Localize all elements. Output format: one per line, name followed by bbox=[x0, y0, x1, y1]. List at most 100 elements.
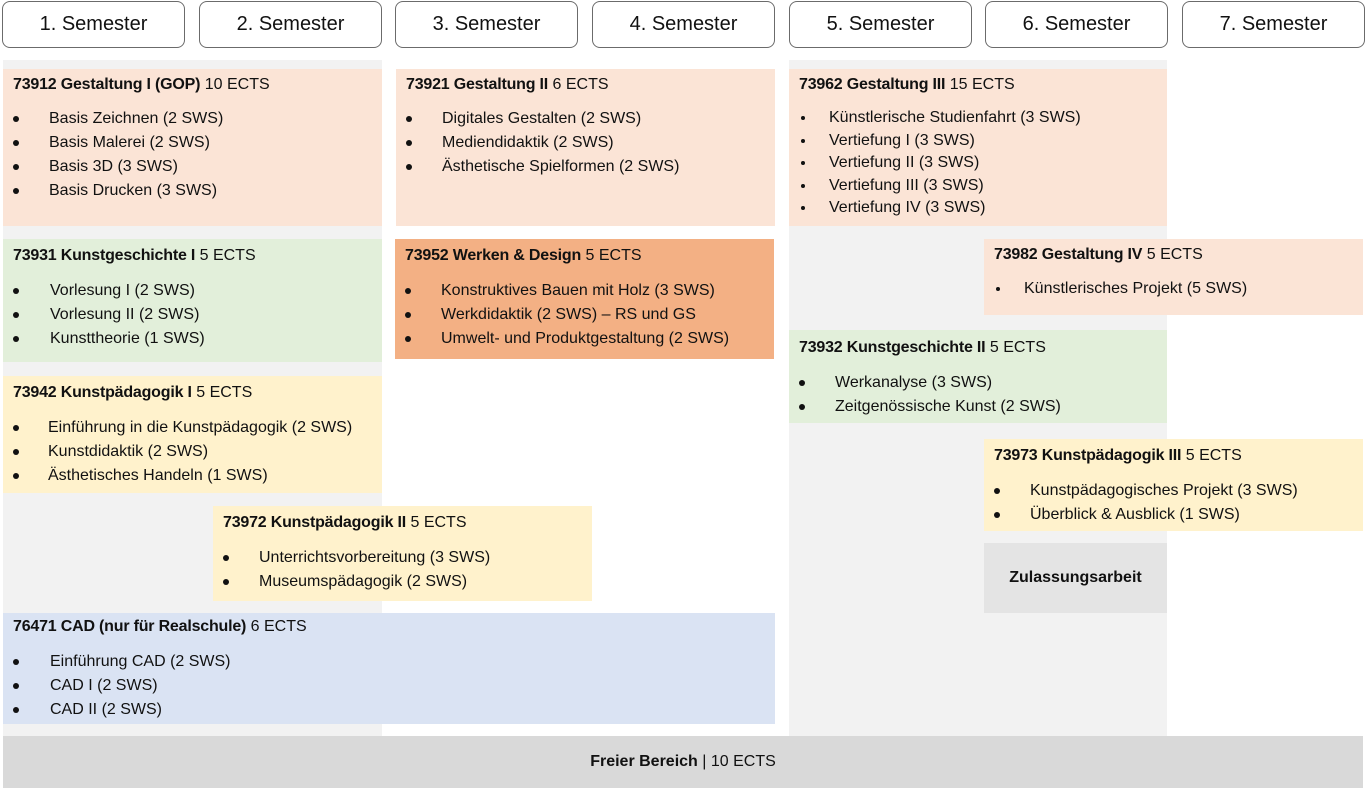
module-item-list: Werkanalyse (3 SWS) Zeitgenössische Kuns… bbox=[799, 371, 1161, 419]
bullet-icon bbox=[223, 579, 229, 585]
bullet-icon bbox=[13, 288, 19, 294]
module-item-list: Einführung in die Kunstpädagogik (2 SWS)… bbox=[13, 416, 376, 488]
module-ects: 5 ECTS bbox=[1185, 447, 1242, 464]
bullet-icon bbox=[406, 164, 412, 170]
module-title: 73952 Werken & Design bbox=[405, 247, 582, 264]
bullet-icon bbox=[801, 206, 805, 210]
semester-header-2: 2. Semester bbox=[199, 1, 382, 48]
list-item: Basis Zeichnen (2 SWS) bbox=[13, 107, 376, 131]
freier-bereich-ects: 10 ECTS bbox=[710, 753, 776, 770]
module-item-list: Kunstpädagogisches Projekt (3 SWS) Überb… bbox=[994, 479, 1357, 527]
module-heading: 73972 Kunstpädagogik II 5 ECTS bbox=[223, 511, 466, 535]
semester-header-1: 1. Semester bbox=[2, 1, 185, 48]
module-werken-design: 73952 Werken & Design 5 ECTS Konstruktiv… bbox=[395, 239, 774, 359]
module-title: 73932 Kunstgeschichte II bbox=[799, 339, 986, 356]
semester-header-7: 7. Semester bbox=[1182, 1, 1365, 48]
module-ects: 5 ECTS bbox=[1146, 246, 1203, 263]
module-heading: 73982 Gestaltung IV 5 ECTS bbox=[994, 243, 1203, 267]
list-item: Ästhetisches Handeln (1 SWS) bbox=[13, 464, 376, 488]
module-ects: 6 ECTS bbox=[552, 76, 609, 93]
bullet-icon bbox=[996, 287, 1000, 291]
list-item: Einführung CAD (2 SWS) bbox=[13, 650, 769, 674]
list-item: Digitales Gestalten (2 SWS) bbox=[406, 107, 769, 131]
module-ects: 5 ECTS bbox=[199, 247, 256, 264]
list-item: Mediendidaktik (2 SWS) bbox=[406, 131, 769, 155]
list-item: Einführung in die Kunstpädagogik (2 SWS) bbox=[13, 416, 376, 440]
module-title: 73921 Gestaltung II bbox=[406, 76, 549, 93]
zulassungsarbeit: Zulassungsarbeit bbox=[984, 543, 1167, 613]
module-title: 73973 Kunstpädagogik III bbox=[994, 447, 1182, 464]
module-item-list: Künstlerisches Projekt (5 SWS) bbox=[994, 278, 1357, 301]
module-heading: 73932 Kunstgeschichte II 5 ECTS bbox=[799, 336, 1046, 360]
list-item: Basis Malerei (2 SWS) bbox=[13, 131, 376, 155]
list-item: Künstlerisches Projekt (5 SWS) bbox=[994, 278, 1357, 301]
module-gestaltung-2: 73921 Gestaltung II 6 ECTS Digitales Ges… bbox=[396, 69, 775, 226]
module-gestaltung-3: 73962 Gestaltung III 15 ECTS Künstlerisc… bbox=[789, 69, 1167, 226]
bullet-icon bbox=[994, 488, 1000, 494]
module-heading: 73912 Gestaltung I (GOP) 10 ECTS bbox=[13, 73, 270, 97]
list-item: Zeitgenössische Kunst (2 SWS) bbox=[799, 395, 1161, 419]
list-item: Vertiefung IV (3 SWS) bbox=[799, 197, 1161, 220]
list-item: Konstruktives Bauen mit Holz (3 SWS) bbox=[405, 279, 768, 303]
module-gestaltung-1: 73912 Gestaltung I (GOP) 10 ECTS Basis Z… bbox=[3, 69, 382, 226]
bullet-icon bbox=[13, 683, 19, 689]
module-cad: 76471 CAD (nur für Realschule) 6 ECTS Ei… bbox=[3, 613, 775, 724]
bullet-icon bbox=[801, 116, 805, 120]
list-item: Museumspädagogik (2 SWS) bbox=[223, 570, 586, 594]
module-title: 76471 CAD (nur für Realschule) bbox=[13, 618, 247, 635]
bullet-icon bbox=[13, 707, 19, 713]
module-kunstpaedagogik-3: 73973 Kunstpädagogik III 5 ECTS Kunstpäd… bbox=[984, 439, 1363, 531]
bullet-icon bbox=[13, 116, 19, 122]
bullet-icon bbox=[405, 288, 411, 294]
module-ects: 6 ECTS bbox=[250, 618, 307, 635]
bullet-icon bbox=[13, 312, 19, 318]
list-item: Vertiefung I (3 SWS) bbox=[799, 130, 1161, 153]
list-item: Vertiefung III (3 SWS) bbox=[799, 175, 1161, 198]
module-ects: 5 ECTS bbox=[585, 247, 642, 264]
bullet-icon bbox=[13, 164, 19, 170]
list-item: Umwelt- und Produktgestaltung (2 SWS) bbox=[405, 327, 768, 351]
list-item: Werkanalyse (3 SWS) bbox=[799, 371, 1161, 395]
bullet-icon bbox=[799, 380, 805, 386]
semester-header-3: 3. Semester bbox=[395, 1, 578, 48]
module-title: 73972 Kunstpädagogik II bbox=[223, 514, 407, 531]
bullet-icon bbox=[223, 555, 229, 561]
module-heading: 73952 Werken & Design 5 ECTS bbox=[405, 244, 642, 268]
module-item-list: Einführung CAD (2 SWS) CAD I (2 SWS) CAD… bbox=[13, 650, 769, 722]
bullet-icon bbox=[13, 449, 19, 455]
module-title: 73982 Gestaltung IV bbox=[994, 246, 1143, 263]
bullet-icon bbox=[801, 138, 805, 143]
list-item: Kunstdidaktik (2 SWS) bbox=[13, 440, 376, 464]
list-item: Kunstpädagogisches Projekt (3 SWS) bbox=[994, 479, 1357, 503]
module-title: 73962 Gestaltung III bbox=[799, 76, 946, 93]
list-item: CAD II (2 SWS) bbox=[13, 698, 769, 722]
module-heading: 73921 Gestaltung II 6 ECTS bbox=[406, 73, 609, 97]
bullet-icon bbox=[13, 425, 19, 431]
list-item: Vorlesung I (2 SWS) bbox=[13, 279, 376, 303]
list-item: Künstlerische Studienfahrt (3 SWS) bbox=[799, 107, 1161, 130]
module-title: 73942 Kunstpädagogik I bbox=[13, 384, 192, 401]
freier-bereich-title: Freier Bereich bbox=[590, 753, 698, 770]
module-ects: 5 ECTS bbox=[989, 339, 1046, 356]
list-item: Vorlesung II (2 SWS) bbox=[13, 303, 376, 327]
module-item-list: Konstruktives Bauen mit Holz (3 SWS) Wer… bbox=[405, 279, 768, 351]
semester-header-4: 4. Semester bbox=[592, 1, 775, 48]
module-kunstgeschichte-1: 73931 Kunstgeschichte I 5 ECTS Vorlesung… bbox=[3, 239, 382, 362]
module-heading: 73962 Gestaltung III 15 ECTS bbox=[799, 73, 1015, 97]
module-title: 73912 Gestaltung I (GOP) bbox=[13, 76, 201, 93]
bullet-icon bbox=[13, 659, 19, 665]
module-title: 73931 Kunstgeschichte I bbox=[13, 247, 196, 264]
module-ects: 15 ECTS bbox=[949, 76, 1015, 93]
freier-bereich-bar: Freier Bereich | 10 ECTS bbox=[3, 736, 1363, 788]
module-item-list: Künstlerische Studienfahrt (3 SWS) Verti… bbox=[799, 107, 1161, 220]
semester-header-5: 5. Semester bbox=[789, 1, 972, 48]
list-item: Unterrichtsvorbereitung (3 SWS) bbox=[223, 546, 586, 570]
bullet-icon bbox=[801, 161, 805, 165]
bullet-icon bbox=[405, 336, 411, 342]
module-heading: 73973 Kunstpädagogik III 5 ECTS bbox=[994, 444, 1242, 468]
module-heading: 73931 Kunstgeschichte I 5 ECTS bbox=[13, 244, 256, 268]
bullet-icon bbox=[406, 116, 412, 122]
module-ects: 5 ECTS bbox=[196, 384, 253, 401]
bullet-icon bbox=[801, 183, 805, 188]
bullet-icon bbox=[13, 473, 19, 479]
